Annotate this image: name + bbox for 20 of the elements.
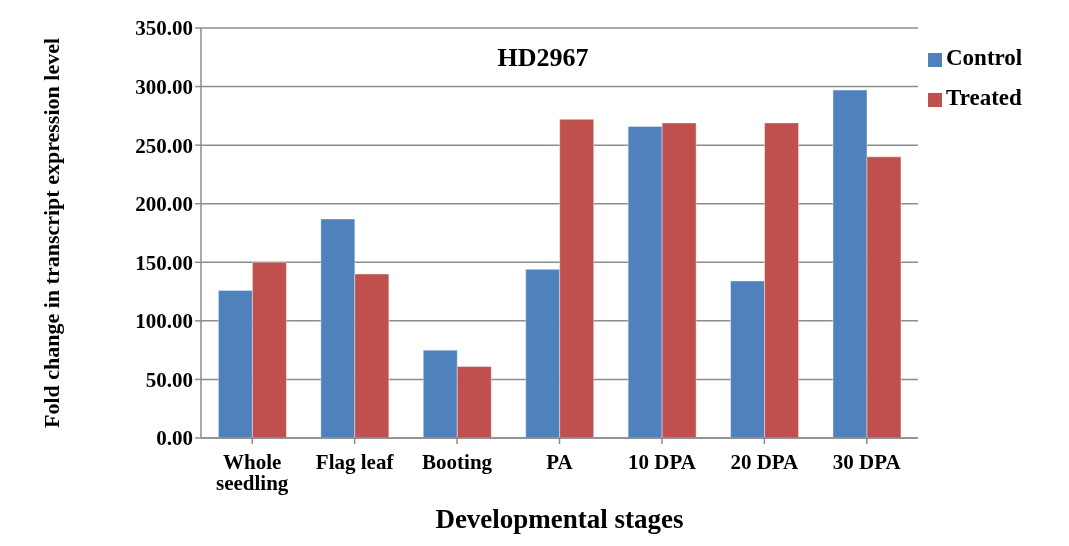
y-tick-label: 150.00 [135,250,193,275]
legend-label: Control [946,45,1023,70]
x-tick-label: PA [546,449,574,474]
y-tick-label: 50.00 [145,367,193,392]
text: HD2967 [496,43,590,73]
x-tick-label: 10 DPA [628,449,697,474]
x-tick-label: Flag leaf [315,449,395,474]
y-tick-label: 350.00 [135,16,193,41]
x-tick-label: Booting [422,449,493,474]
y-tick-label: 200.00 [135,192,193,217]
y-tick-label: 300.00 [135,75,193,100]
x-tick-label: 30 DPA [832,449,902,474]
x-tick-label: Whole seedling [216,449,289,495]
x-axis-title: Developmental stages [435,504,684,534]
x-tick-label: 20 DPA [730,449,800,474]
y-tick-label: 250.00 [135,133,193,158]
legend-label: Treated [946,85,1022,110]
y-tick-label: 0.00 [156,426,193,451]
y-axis-title: Fold change in transcript expression level [38,37,64,429]
y-tick-label: 100.00 [135,309,193,334]
